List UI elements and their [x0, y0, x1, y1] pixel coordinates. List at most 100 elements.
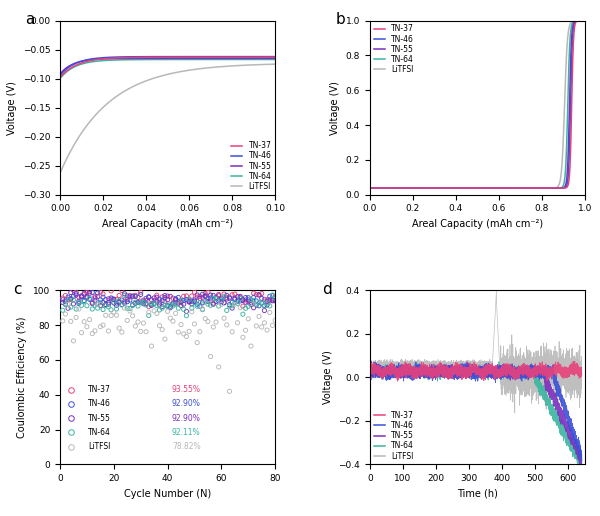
- Point: [112, 301, 121, 310]
- Point: [260, 295, 269, 303]
- Point: [131, 291, 140, 299]
- Point: [68, 337, 78, 345]
- Point: [219, 290, 229, 298]
- Point: [224, 300, 234, 309]
- Point: [211, 294, 221, 302]
- Point: [128, 301, 137, 309]
- Text: TN-37: TN-37: [88, 385, 111, 394]
- Point: [149, 297, 159, 305]
- Point: [131, 322, 140, 330]
- Point: [171, 296, 181, 304]
- X-axis label: Cycle Number (N): Cycle Number (N): [124, 489, 211, 498]
- Point: [203, 297, 213, 305]
- Point: [71, 288, 81, 296]
- Point: [176, 298, 186, 307]
- Point: [93, 304, 103, 312]
- Point: [120, 292, 130, 300]
- Point: [139, 300, 148, 308]
- Point: [125, 293, 135, 301]
- Point: [109, 308, 119, 316]
- Point: [230, 290, 239, 298]
- Point: [173, 328, 183, 336]
- Point: [155, 306, 164, 314]
- Point: [222, 321, 232, 329]
- Point: [144, 302, 154, 311]
- Point: [230, 295, 239, 303]
- Point: [235, 292, 245, 300]
- Point: [182, 307, 191, 315]
- Point: [149, 294, 159, 302]
- Point: [101, 301, 110, 310]
- Point: [125, 292, 135, 300]
- Point: [112, 295, 121, 303]
- Point: [244, 298, 253, 306]
- Point: [254, 302, 264, 310]
- Point: [101, 311, 110, 319]
- Point: [244, 296, 253, 304]
- Point: [163, 302, 172, 311]
- Point: [249, 296, 259, 304]
- Point: [209, 299, 218, 308]
- Point: [112, 305, 121, 313]
- Point: [198, 290, 208, 298]
- Point: [238, 302, 248, 310]
- Point: [190, 298, 199, 307]
- Point: [79, 317, 89, 326]
- Point: [265, 296, 275, 304]
- Point: [211, 297, 221, 305]
- Point: [68, 286, 78, 295]
- Point: [120, 304, 130, 312]
- Point: [230, 299, 239, 307]
- Point: [109, 298, 119, 307]
- Point: [58, 317, 67, 325]
- Point: [271, 296, 280, 304]
- Point: [77, 292, 86, 300]
- Point: [115, 298, 124, 307]
- Point: [265, 292, 275, 300]
- Point: [90, 292, 100, 300]
- Point: [98, 299, 108, 307]
- Point: [160, 297, 170, 305]
- Point: [262, 297, 272, 305]
- Point: [106, 305, 116, 314]
- Point: [68, 292, 78, 300]
- Point: [249, 303, 259, 312]
- Point: [128, 301, 137, 310]
- Point: [214, 302, 223, 310]
- Point: [268, 321, 277, 330]
- Point: [74, 299, 83, 308]
- Point: [200, 292, 210, 300]
- Point: [115, 297, 124, 305]
- Point: [198, 304, 208, 313]
- Point: [200, 289, 210, 298]
- Point: [233, 319, 242, 327]
- Point: [74, 297, 83, 305]
- Point: [61, 310, 70, 318]
- Point: [222, 293, 232, 301]
- Point: [146, 300, 156, 309]
- Point: [230, 300, 239, 309]
- Point: [214, 291, 223, 299]
- Point: [85, 315, 94, 324]
- Point: [227, 302, 237, 310]
- Point: [173, 294, 183, 302]
- Point: [58, 306, 67, 314]
- Point: [82, 293, 92, 301]
- Point: [109, 295, 119, 303]
- Point: [93, 289, 103, 297]
- Point: [219, 293, 229, 301]
- Point: [195, 299, 205, 307]
- Point: [63, 295, 73, 303]
- Point: [149, 299, 159, 308]
- Point: [157, 293, 167, 301]
- Point: [233, 297, 242, 305]
- Point: [133, 293, 143, 301]
- Point: [203, 317, 213, 326]
- Point: [120, 289, 130, 298]
- Point: [257, 289, 266, 298]
- Point: [262, 326, 272, 334]
- Point: [146, 296, 156, 304]
- Point: [125, 296, 135, 304]
- Point: [233, 297, 242, 305]
- Point: [179, 305, 188, 313]
